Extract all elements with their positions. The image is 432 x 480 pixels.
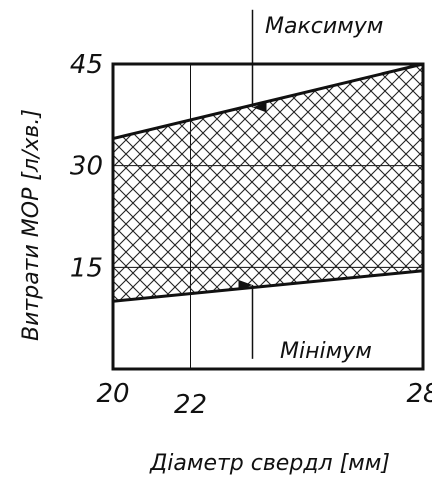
y-axis-label: Витрати МОР [л/хв.] <box>19 109 44 341</box>
x-tick-label: 22 <box>174 390 207 420</box>
series-line-minimum <box>112 269 424 303</box>
plot-frame <box>111 62 425 371</box>
annotation-minimum: Мінімум <box>280 339 372 364</box>
x-tick-label: 20 <box>96 379 129 409</box>
series-line-maximum <box>112 62 424 141</box>
y-tick-label: 30 <box>70 152 103 182</box>
x-axis-label: Діаметр свердл [мм] <box>149 451 390 476</box>
tick-labels: 15 30 45 20 22 28 <box>70 50 432 420</box>
annotation-maximum: Максимум <box>265 14 383 39</box>
x-tick-label: 28 <box>406 379 432 409</box>
y-tick-label: 45 <box>70 50 103 80</box>
band-area <box>113 64 423 302</box>
y-tick-label: 15 <box>70 253 103 283</box>
